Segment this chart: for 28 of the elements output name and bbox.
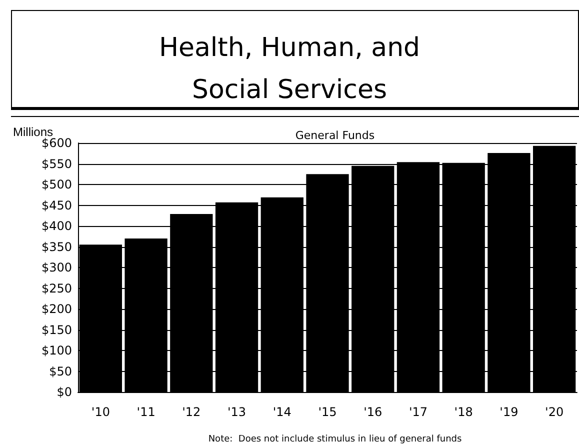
x-tick-label: '15 xyxy=(318,405,337,419)
y-tick-label: $50 xyxy=(49,364,72,378)
y-tick-label: $500 xyxy=(41,178,72,192)
x-tick-label: '10 xyxy=(91,405,110,419)
y-tick-label: $350 xyxy=(41,240,72,254)
y-tick-label: $0 xyxy=(56,385,72,399)
x-tick-label: '19 xyxy=(500,405,518,419)
chart-title: Health, Human, and Social Services xyxy=(158,33,420,105)
chart-subtitle: General Funds xyxy=(295,129,375,142)
x-tick-label: '20 xyxy=(545,405,564,419)
y-tick-label: $550 xyxy=(41,156,72,171)
y-axis-title: Millions xyxy=(13,125,54,139)
y-tick-label: $300 xyxy=(41,260,72,274)
y-tick-label: $600 xyxy=(41,136,72,150)
x-tick-label: '11 xyxy=(136,405,156,419)
x-tick-label: '13 xyxy=(227,405,246,419)
y-tick-label: $400 xyxy=(41,219,72,233)
y-tick-label: $200 xyxy=(41,302,72,316)
text: Note: Does not include stimulus in lieu of general funds xyxy=(208,434,462,444)
y-tick-label: $450 xyxy=(41,198,72,212)
y-tick-label: $250 xyxy=(41,281,72,296)
x-tick-label: '17 xyxy=(408,405,428,419)
y-tick-label: $100 xyxy=(41,344,72,358)
x-tick-label: '12 xyxy=(182,405,201,419)
x-tick-label: '16 xyxy=(364,405,382,419)
y-tick-label: $150 xyxy=(41,322,72,337)
x-tick-label: '18 xyxy=(454,405,473,419)
x-tick-label: '14 xyxy=(272,405,292,419)
